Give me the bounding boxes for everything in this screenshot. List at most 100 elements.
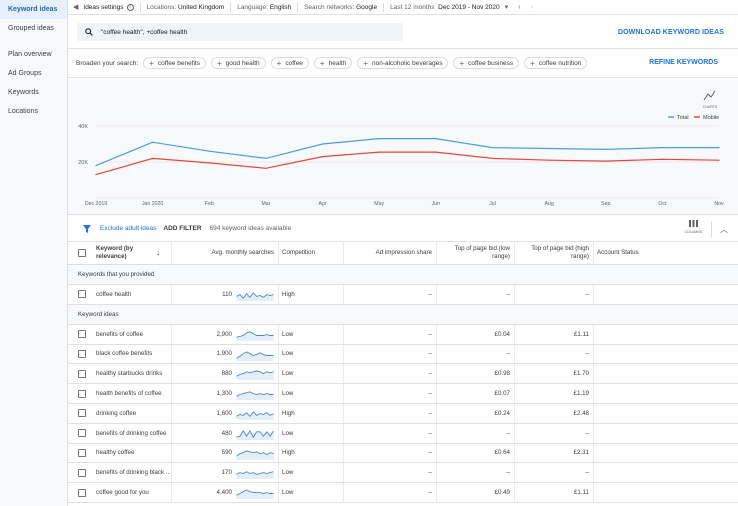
- locations-value: United Kingdom: [177, 3, 225, 11]
- row-checkbox[interactable]: [78, 429, 86, 438]
- chevron-up-icon[interactable]: ︿: [720, 225, 728, 234]
- header-account-status[interactable]: Account Status: [597, 249, 639, 256]
- info-icon[interactable]: i: [126, 3, 134, 11]
- column-divider: [343, 344, 344, 364]
- chip-good-health[interactable]: + good health: [211, 57, 266, 69]
- sparkline-line: [236, 370, 274, 378]
- sidebar-item-grouped-ideas[interactable]: Grouped ideas: [8, 25, 54, 32]
- refine-keywords-button[interactable]: REFINE KEYWORDS: [649, 59, 718, 66]
- trend-sparkline[interactable]: [236, 349, 274, 361]
- sort-down-arrow-icon[interactable]: ↓: [156, 248, 160, 257]
- sparkline-line: [236, 331, 274, 338]
- chevron-left-icon[interactable]: ‹: [518, 3, 521, 11]
- row-checkbox[interactable]: [78, 409, 86, 418]
- date-range-selector[interactable]: Last 12 months Dec 2019 - Nov 2020: [390, 4, 500, 11]
- column-divider: [171, 384, 172, 403]
- table-row[interactable]: healthy coffee 590 High – £0.64 £2.31: [68, 443, 738, 464]
- row-checkbox[interactable]: [78, 468, 86, 477]
- column-divider: [514, 463, 515, 483]
- header-bid-high[interactable]: Top of page bid (high range): [531, 245, 589, 260]
- trend-sparkline[interactable]: [236, 448, 274, 460]
- trend-sparkline[interactable]: [236, 408, 274, 420]
- sidebar-item-keyword-ideas[interactable]: Keyword ideas: [0, 0, 67, 19]
- select-all-checkbox[interactable]: [78, 249, 86, 257]
- table-row[interactable]: coffee health 110 High – – –: [68, 285, 738, 305]
- exclude-adult-ideas-filter[interactable]: Exclude adult ideas: [100, 225, 157, 232]
- column-divider: [514, 242, 515, 264]
- row-checkbox-cell[interactable]: [78, 404, 88, 423]
- columns-button[interactable]: COLUMNS: [684, 220, 702, 234]
- keyword-ideas-count: 694 keyword ideas available: [209, 225, 292, 232]
- keyword-search-input[interactable]: "coffee health", +coffee health: [77, 23, 403, 41]
- chevron-right-icon[interactable]: ›: [530, 3, 533, 11]
- trend-sparkline[interactable]: [236, 289, 274, 301]
- row-checkbox-cell[interactable]: [78, 364, 88, 383]
- plus-icon: +: [276, 58, 282, 68]
- chip-coffee-nutrition[interactable]: + coffee nutrition: [524, 57, 588, 69]
- table-row[interactable]: healthy starbucks drinks 880 Low – £0.98…: [68, 364, 738, 385]
- header-keyword[interactable]: Keyword (by relevance): [96, 245, 134, 260]
- ad-impression-share-cell: –: [428, 449, 432, 457]
- chip-coffee-business[interactable]: + coffee business: [453, 57, 520, 69]
- row-checkbox-cell[interactable]: [78, 345, 88, 364]
- column-divider: [593, 242, 594, 264]
- download-keyword-ideas-button[interactable]: DOWNLOAD KEYWORD IDEAS: [617, 29, 724, 36]
- row-checkbox-cell[interactable]: [78, 325, 88, 344]
- row-checkbox[interactable]: [78, 349, 86, 358]
- column-divider: [171, 403, 172, 423]
- networks-value: Google: [356, 3, 378, 11]
- filter-funnel-icon[interactable]: [82, 224, 92, 234]
- header-competition[interactable]: Competition: [282, 249, 316, 256]
- header-ad-impression-share[interactable]: Ad impression share: [375, 249, 432, 256]
- chip-coffee-benefits[interactable]: + coffee benefits: [143, 57, 206, 69]
- row-checkbox-cell[interactable]: [78, 483, 88, 502]
- trend-sparkline[interactable]: [236, 329, 274, 341]
- divider: [139, 2, 141, 12]
- chip-coffee[interactable]: + coffee: [270, 57, 309, 69]
- table-row[interactable]: benefits of drinking coffee 480 Low – – …: [68, 423, 738, 444]
- trend-sparkline[interactable]: [236, 368, 274, 381]
- row-checkbox-cell[interactable]: [78, 444, 88, 463]
- chip-health[interactable]: + health: [313, 57, 353, 69]
- sidebar-item-ad-groups[interactable]: Ad Groups: [8, 70, 42, 77]
- table-row[interactable]: coffee good for you 4,400 Low – £0.49 £1…: [68, 483, 738, 503]
- row-checkbox[interactable]: [78, 488, 86, 497]
- column-divider: [278, 423, 279, 443]
- dropdown-arrow-icon[interactable]: ▾: [504, 4, 509, 11]
- row-checkbox[interactable]: [78, 290, 86, 299]
- charts-toggle-button[interactable]: CHARTS: [703, 90, 718, 109]
- chip-non-alcoholic-beverages[interactable]: + non-alcoholic beverages: [357, 57, 449, 69]
- sidebar-item-locations[interactable]: Locations: [8, 108, 38, 115]
- trend-sparkline[interactable]: [236, 467, 274, 480]
- add-filter-button[interactable]: ADD FILTER: [163, 225, 202, 232]
- search-icon: [85, 28, 93, 36]
- table-row[interactable]: black coffee benefits 1,900 Low – – –: [68, 344, 738, 365]
- table-row[interactable]: health benefits of coffee 1,300 Low – £0…: [68, 384, 738, 404]
- collapse-left-icon[interactable]: ◀: [73, 4, 79, 11]
- row-checkbox-cell[interactable]: [78, 463, 88, 482]
- row-checkbox-cell[interactable]: [78, 384, 88, 403]
- column-divider: [436, 324, 437, 344]
- row-checkbox-cell[interactable]: [78, 424, 88, 443]
- row-checkbox[interactable]: [78, 448, 86, 457]
- sidebar-item-plan-overview[interactable]: Plan overview: [8, 51, 52, 58]
- language-setting[interactable]: Language: English: [237, 4, 291, 11]
- row-checkbox-cell[interactable]: [78, 285, 88, 304]
- locations-setting[interactable]: Locations: United Kingdom: [147, 4, 225, 11]
- row-checkbox[interactable]: [78, 389, 86, 398]
- sparkline-area: [236, 430, 274, 440]
- table-row[interactable]: drinking coffee 1,600 High – £0.24 £2.48: [68, 403, 738, 424]
- trend-sparkline[interactable]: [236, 388, 274, 401]
- trend-sparkline[interactable]: [236, 487, 274, 500]
- trend-sparkline[interactable]: [236, 428, 274, 440]
- table-row[interactable]: benefits of coffee 2,900 Low – £0.04 £1.…: [68, 324, 738, 345]
- data-point-mobile: [661, 158, 663, 160]
- row-checkbox[interactable]: [78, 330, 86, 339]
- row-checkbox[interactable]: [78, 369, 86, 378]
- header-bid-low[interactable]: Top of page bid (low range): [454, 245, 510, 260]
- header-select-all[interactable]: [78, 242, 88, 264]
- networks-setting[interactable]: Search networks: Google: [304, 4, 377, 11]
- header-avg-monthly-searches[interactable]: Avg. monthly searches: [211, 249, 274, 256]
- sidebar-item-keywords[interactable]: Keywords: [8, 89, 39, 96]
- table-row[interactable]: benefits of drinking black ... 170 Low –…: [68, 463, 738, 484]
